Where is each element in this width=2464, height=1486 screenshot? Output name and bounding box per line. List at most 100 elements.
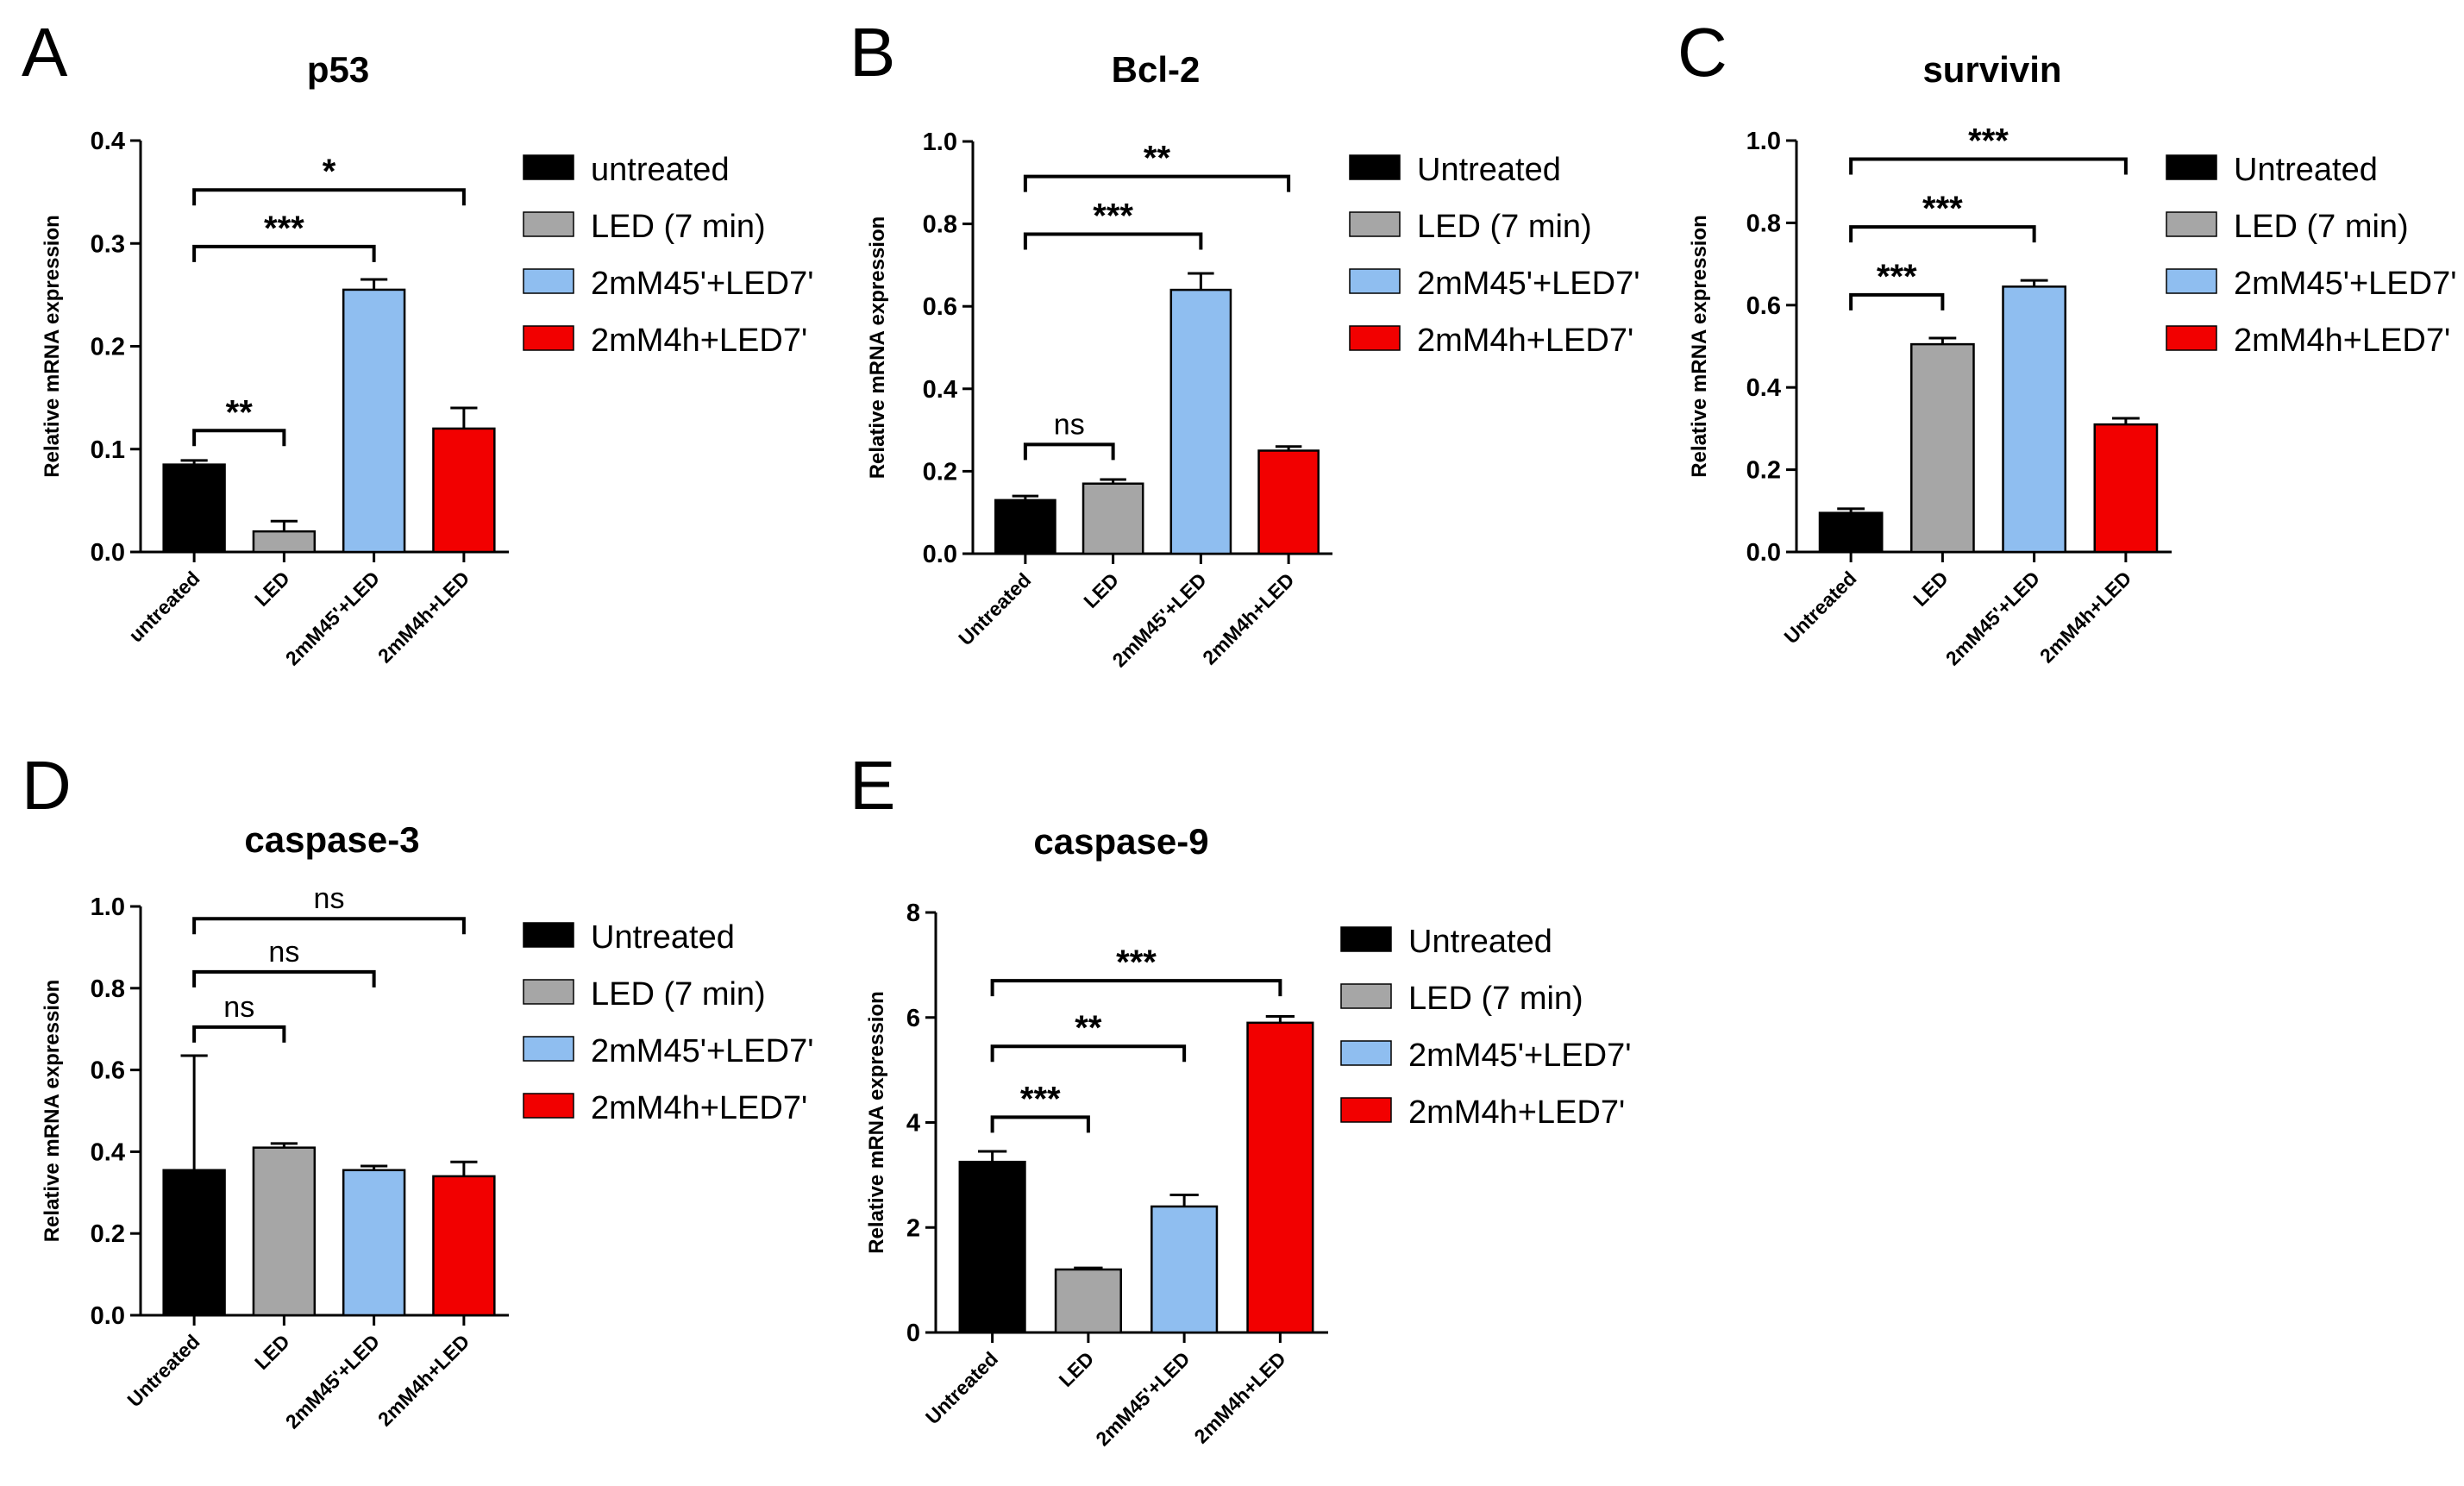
significance-bracket: [192, 188, 466, 206]
x-tick-label: Untreated: [954, 568, 1035, 649]
legend-label: Untreated: [1417, 152, 1561, 188]
legend-swatch: [523, 922, 574, 948]
legend-label: 2mM45'+LED7': [591, 1033, 813, 1069]
x-tick-label: 2mM4h+LED: [373, 1330, 473, 1430]
significance-label: ns: [1054, 408, 1085, 441]
y-tick-label: 0.4: [91, 128, 125, 155]
bar-2mm4h-led: [1257, 449, 1320, 555]
y-tick-label: 1.0: [1746, 128, 1781, 155]
x-tick-label: 2mM45'+LED: [281, 567, 384, 669]
significance-bracket: [990, 979, 1282, 997]
x-tick-label: 2mM45'+LED: [1941, 567, 2044, 669]
y-tick-label: 0.6: [91, 1057, 125, 1085]
y-tick-label: 2: [906, 1214, 920, 1242]
y-tick-label: 4: [906, 1110, 920, 1138]
y-tick-label: 0.2: [91, 1220, 125, 1248]
legend-label: 2mM4h+LED7': [1408, 1094, 1625, 1131]
y-tick-label: 0.6: [1746, 292, 1781, 320]
bar-2mm45-led: [342, 1169, 406, 1317]
bar-led: [252, 1146, 317, 1317]
significance-label: ns: [314, 882, 345, 915]
legend-swatch: [1340, 1040, 1392, 1066]
significance-bracket: [192, 429, 286, 447]
y-tick-label: 0.0: [1746, 539, 1781, 567]
significance-label: ns: [268, 936, 299, 969]
chart-title: p53: [307, 49, 369, 90]
bar-2mm4h-led: [432, 1175, 496, 1317]
legend-label: 2mM45'+LED7': [591, 266, 813, 302]
y-axis-label: Relative mRNA expression: [865, 991, 888, 1254]
significance-label: **: [1144, 140, 1171, 178]
legend-label: untreated: [591, 152, 730, 188]
x-tick-label: LED: [250, 1330, 294, 1374]
y-tick-label: 0.0: [91, 539, 125, 567]
legend-swatch: [523, 1036, 574, 1062]
x-tick-label: Untreated: [921, 1347, 1002, 1428]
y-tick-label: 6: [906, 1005, 920, 1032]
y-tick-label: 0.8: [91, 975, 125, 1003]
y-tick-label: 0.4: [91, 1138, 125, 1166]
panel-letter: B: [850, 14, 895, 91]
legend-swatch: [1349, 325, 1401, 351]
legend-swatch: [1340, 983, 1392, 1009]
bar-untreated: [994, 498, 1056, 555]
y-tick-label: 0.3: [91, 230, 125, 258]
significance-bracket: [1023, 174, 1291, 192]
y-tick-label: 0.1: [91, 436, 125, 464]
legend-swatch: [1340, 926, 1392, 952]
bar-2mm4h-led: [1246, 1021, 1314, 1334]
chart-title: caspase-9: [1033, 821, 1208, 862]
legend-label: LED (7 min): [1417, 209, 1592, 245]
bar-led: [1054, 1268, 1122, 1334]
significance-label: ns: [223, 991, 254, 1024]
legend-swatch: [2166, 211, 2217, 237]
legend-label: 2mM4h+LED7': [1417, 323, 1633, 359]
legend-swatch: [523, 211, 574, 237]
panel-letter: C: [1677, 14, 1727, 91]
chart-title: Bcl-2: [1112, 49, 1201, 90]
y-tick-label: 0.2: [923, 458, 957, 486]
significance-label: ***: [264, 210, 304, 248]
bar-2mm4h-led: [2093, 423, 2159, 554]
legend-swatch: [523, 268, 574, 294]
y-tick-label: 0: [906, 1320, 920, 1347]
y-axis-label: Relative mRNA expression: [866, 216, 889, 480]
y-axis-label: Relative mRNA expression: [41, 215, 64, 478]
significance-label: *: [323, 153, 336, 191]
legend-label: LED (7 min): [591, 209, 766, 245]
legend-label: 2mM45'+LED7': [1417, 266, 1640, 302]
legend-label: Untreated: [591, 919, 735, 956]
x-tick-label: Untreated: [1779, 567, 1860, 648]
significance-label: **: [1075, 1009, 1102, 1047]
x-tick-label: 2mM45'+LED: [1107, 568, 1210, 671]
legend-swatch: [523, 154, 574, 180]
significance-bracket: [192, 917, 466, 935]
panel-letter: D: [22, 747, 72, 824]
bar-2mm45-led: [2002, 285, 2066, 554]
significance-label: ***: [1877, 258, 1917, 296]
legend-swatch: [523, 1093, 574, 1119]
panel-b: B Bcl-2 0.0 0.2 0.4 0.6 0.8 1.0 Relative mRNA ex…: [850, 14, 1640, 672]
chart-title: survivin: [1922, 49, 2061, 90]
bar-untreated: [162, 463, 226, 554]
y-axis-label: Relative mRNA expression: [41, 980, 64, 1243]
bar-led: [1082, 482, 1144, 555]
panel-letter: A: [22, 14, 68, 91]
legend-swatch: [523, 325, 574, 351]
y-tick-label: 8: [906, 900, 920, 927]
legend-label: 2mM4h+LED7': [2234, 323, 2450, 359]
y-tick-label: 0.0: [923, 541, 957, 568]
bar-2mm45-led: [1150, 1205, 1219, 1334]
x-tick-label: Untreated: [122, 1330, 204, 1411]
x-tick-label: LED: [1909, 567, 1953, 611]
y-axis-label: Relative mRNA expression: [1688, 215, 1711, 478]
y-tick-label: 0.0: [91, 1302, 125, 1330]
bar-untreated: [162, 1169, 226, 1317]
bar-2mm4h-led: [432, 427, 496, 554]
x-tick-label: LED: [1054, 1347, 1098, 1391]
legend-label: LED (7 min): [1408, 981, 1583, 1017]
x-tick-label: 2mM4h+LED: [373, 567, 473, 667]
y-tick-label: 1.0: [91, 893, 125, 921]
legend-swatch: [2166, 154, 2217, 180]
